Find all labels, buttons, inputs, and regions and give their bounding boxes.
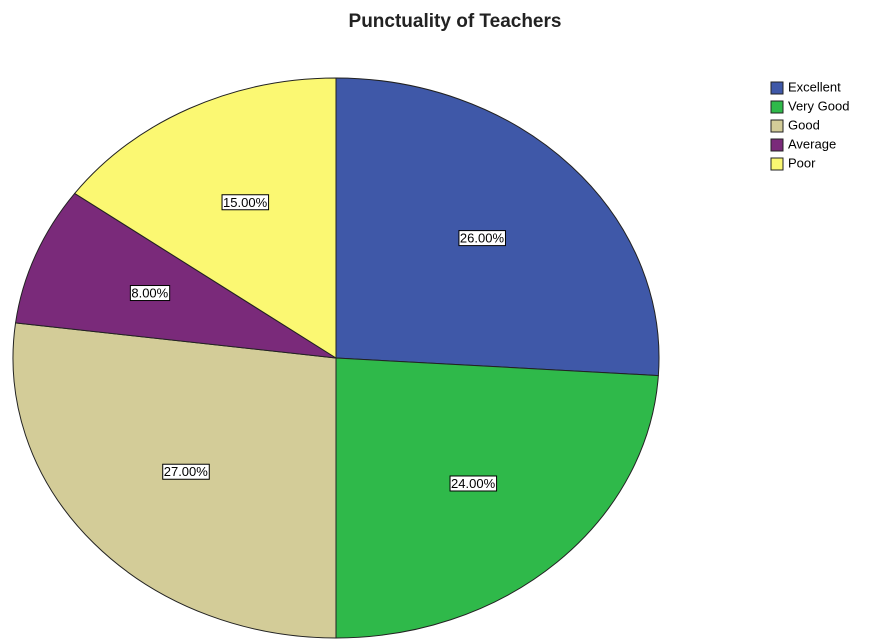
data-label: 26.00% xyxy=(460,231,505,246)
chart-title: Punctuality of Teachers xyxy=(349,11,562,32)
data-label: 24.00% xyxy=(451,476,496,491)
legend-swatch xyxy=(770,119,784,133)
label-box xyxy=(458,230,506,247)
legend-label: Poor xyxy=(788,155,816,170)
legend-swatch xyxy=(770,138,784,152)
pie-slice xyxy=(12,322,337,639)
label-box xyxy=(221,194,270,211)
legend-swatch xyxy=(770,157,784,171)
pie-slice xyxy=(335,77,660,377)
legend-swatch xyxy=(770,81,784,95)
label-box xyxy=(449,475,498,492)
label-box xyxy=(162,463,210,480)
data-label: 27.00% xyxy=(164,464,209,479)
data-label: 8.00% xyxy=(131,286,168,301)
pie-slice xyxy=(335,357,659,639)
legend-label: Good xyxy=(788,117,820,132)
data-label: 15.00% xyxy=(223,195,268,210)
legend-label: Excellent xyxy=(788,79,841,94)
pie-slice xyxy=(14,192,337,359)
pie-slice xyxy=(73,77,337,359)
legend-swatch xyxy=(770,100,784,114)
legend-label: Very Good xyxy=(788,98,849,113)
legend-label: Average xyxy=(788,136,836,151)
label-box xyxy=(129,285,171,302)
